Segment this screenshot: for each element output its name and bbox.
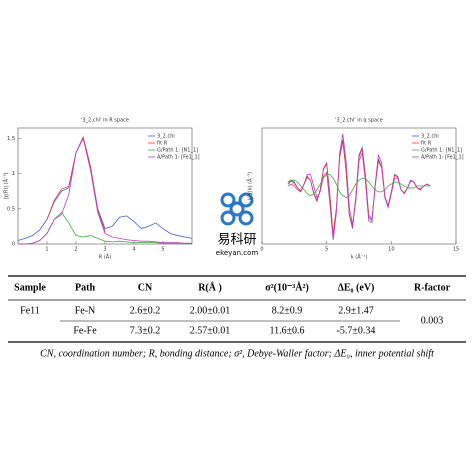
- y-tick-label: 1.5: [7, 136, 15, 142]
- x-tick-label: 0: [260, 247, 263, 253]
- table-header: CN: [138, 282, 153, 293]
- watermark-logo: [220, 192, 254, 226]
- legend-label: 3_2.chi: [157, 134, 175, 140]
- series-line: [46, 135, 106, 232]
- table-cell: 7.3±0.2: [130, 325, 161, 336]
- table-cell: 8.2±0.9: [272, 305, 303, 316]
- table-cell: Fe-Fe: [73, 325, 97, 336]
- watermark-text: 易科研: [217, 233, 256, 248]
- watermark: 易科研 ekeyan.com: [216, 192, 259, 257]
- x-tick-label: 5: [325, 247, 328, 253]
- table-cell: -5.7±0.34: [337, 325, 376, 336]
- footnote: CN, coordination number; R, bonding dist…: [40, 348, 434, 359]
- watermark-url: ekeyan.com: [216, 249, 259, 257]
- legend-label: A/Path 1: [Fe1_1]: [421, 155, 464, 161]
- series-line: [287, 133, 431, 241]
- table-header: Path: [75, 282, 95, 293]
- x-tick-label: 5: [161, 247, 164, 253]
- x-tick-label: 2: [74, 247, 77, 253]
- table-cell: 11.6±0.6: [269, 325, 304, 336]
- legend-label: A/Path 1: [Fe1_1]: [157, 155, 200, 161]
- series-line: [287, 174, 431, 199]
- legend-label: G/Path 1: [N1_1]: [157, 148, 198, 154]
- table-cell: 2.9±1.47: [338, 305, 374, 316]
- legend-label: 3_2.chi: [421, 134, 439, 140]
- y-axis-label: |χ(R)| (Å⁻³): [3, 172, 10, 199]
- y-tick-label: 1: [12, 171, 15, 177]
- plot-title: '3_2.chi' in R space: [81, 118, 129, 124]
- x-tick-label: 3: [103, 247, 106, 253]
- x-tick-label: 4: [132, 247, 135, 253]
- chart: '3_2.chi' in q space k (Å⁻¹) k²χ(k) (Å⁻³) 0…: [247, 118, 464, 261]
- x-axis-label: R (Å): [99, 254, 111, 261]
- table-cell: 2.57±0.01: [190, 325, 231, 336]
- x-axis-label: k (Å⁻¹): [351, 254, 367, 261]
- series-line: [18, 137, 192, 245]
- y-axis-label: k²χ(k) (Å⁻³): [247, 172, 254, 200]
- table-header: σ²(10⁻³Å²): [265, 281, 309, 293]
- legend-label: G/Path 1: [N1_1]: [421, 148, 462, 154]
- table-cell: Fe-N: [75, 305, 96, 316]
- legend-label: fit R: [157, 141, 168, 147]
- table-header: R-factor: [414, 282, 451, 293]
- table: CN, coordination number; R, bonding dist…: [8, 275, 466, 359]
- x-tick-label: 1: [45, 247, 48, 253]
- plot-title: '3_2.chi' in q space: [335, 118, 383, 124]
- legend-label: fit R: [421, 141, 432, 147]
- table-header: Sample: [14, 282, 46, 293]
- table-cell: 2.00±0.01: [190, 305, 231, 316]
- table-cell: Fe11: [20, 305, 40, 316]
- x-tick-label: 15: [453, 247, 459, 253]
- table-cell: 0.003: [421, 315, 444, 326]
- table-header: ΔE₀ (eV): [338, 282, 375, 293]
- table-cell: 2.6±0.2: [130, 305, 161, 316]
- plot-frame: [261, 127, 457, 245]
- x-tick-label: 10: [388, 247, 394, 253]
- y-tick-label: 0.5: [7, 206, 15, 212]
- y-tick-label: 0: [12, 242, 15, 248]
- table-header: R(Å ): [198, 281, 222, 293]
